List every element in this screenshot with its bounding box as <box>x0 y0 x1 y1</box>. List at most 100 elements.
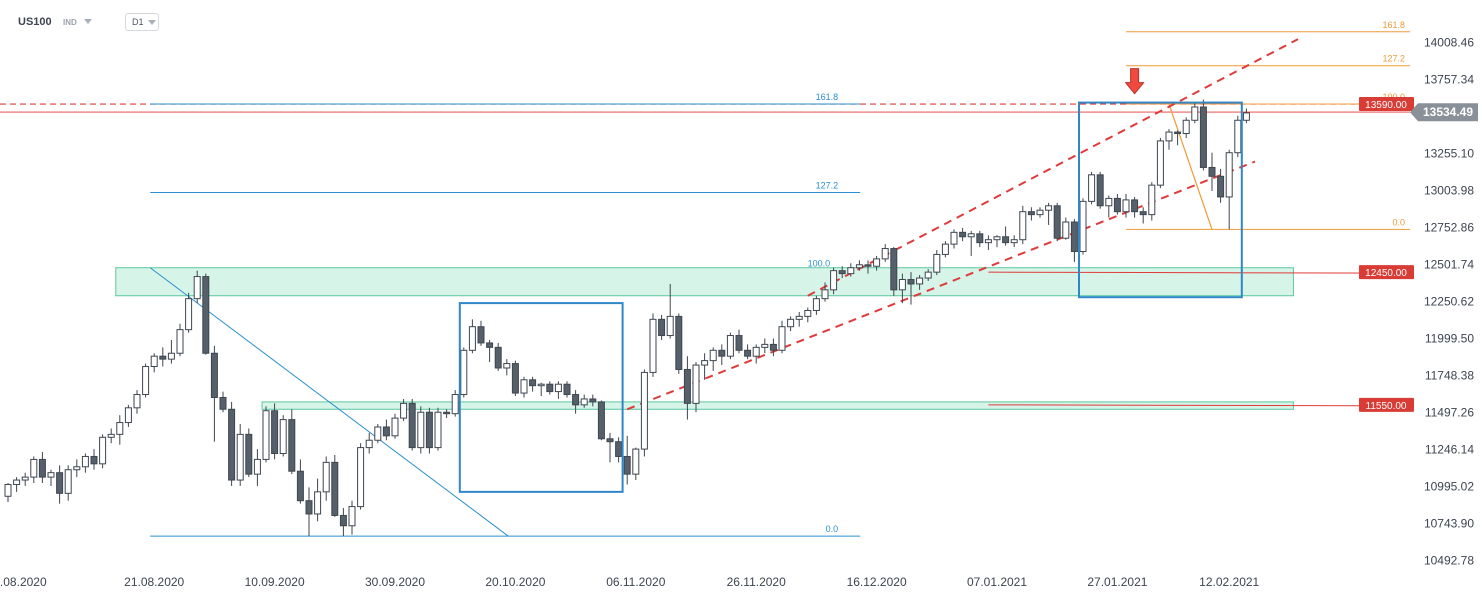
candle <box>1217 168 1225 203</box>
price-tick-label: 14008.46 <box>1424 35 1474 49</box>
candle-body <box>56 472 64 494</box>
candle-body <box>864 264 872 267</box>
candle <box>873 255 881 271</box>
candle-body <box>503 363 511 369</box>
candle-body <box>1096 174 1104 207</box>
candle-body <box>245 433 253 475</box>
price-tick-label: 10743.90 <box>1424 517 1474 531</box>
candle-body <box>735 335 743 351</box>
candle-body <box>769 343 777 351</box>
candle-body <box>761 343 769 348</box>
candle-body <box>898 279 906 291</box>
timeframe-select[interactable]: D1 <box>125 13 159 31</box>
candle-body <box>993 236 1001 241</box>
candle-body <box>795 315 803 320</box>
symbol-dropdown-icon[interactable] <box>84 19 92 24</box>
candle-body <box>623 455 631 475</box>
symbol-label[interactable]: US100 <box>18 16 52 28</box>
candle <box>1139 207 1147 224</box>
candle-body <box>752 346 760 357</box>
candle <box>1053 202 1061 242</box>
candle-body <box>838 270 846 275</box>
candle-body <box>494 346 502 369</box>
candle <box>339 508 347 537</box>
candle-body <box>185 298 193 331</box>
candle-body <box>374 426 382 441</box>
candle <box>1010 235 1018 248</box>
candle-body <box>348 506 356 527</box>
price-axis: 14008.46 13757.34 13255.10 13003.98 12752.86… <box>1424 35 1474 567</box>
candle <box>855 260 863 271</box>
candle-body <box>976 233 984 244</box>
candle <box>1088 171 1096 205</box>
candle <box>374 424 382 444</box>
candle <box>692 362 700 413</box>
candle-body <box>30 458 38 478</box>
candle <box>597 400 605 441</box>
candle <box>176 323 184 357</box>
candle-body <box>692 364 700 404</box>
candle-body <box>709 349 717 362</box>
price-tick-label: 11999.50 <box>1425 332 1474 346</box>
candle <box>1242 108 1250 124</box>
candle <box>812 295 820 315</box>
candle <box>1199 99 1207 171</box>
level-price-label: 12450.00 <box>1359 265 1414 280</box>
candle <box>56 465 64 504</box>
candle-body <box>640 371 648 450</box>
level-line <box>988 404 1411 407</box>
candle-body <box>890 248 898 291</box>
candle <box>1096 171 1104 209</box>
candle-body <box>821 289 829 300</box>
candle-body <box>142 366 150 396</box>
candle-body <box>563 383 571 396</box>
highlight-box-2 <box>1078 101 1243 299</box>
level-price-label-bg <box>1359 97 1414 112</box>
current-price-label: 13534.49 <box>1410 103 1478 122</box>
candle-body <box>787 318 795 328</box>
candle <box>735 329 743 354</box>
candle <box>142 363 150 398</box>
fib-label: 0.0 <box>1392 217 1405 227</box>
candle-body <box>812 298 820 311</box>
candle-body <box>382 426 390 437</box>
candle-body <box>305 500 313 515</box>
candle <box>150 353 158 373</box>
candle <box>116 415 124 445</box>
candle <box>417 406 425 454</box>
candle <box>847 263 855 277</box>
price-tick-label: 10995.02 <box>1424 480 1474 494</box>
candle <box>253 449 261 486</box>
candle <box>529 376 537 392</box>
candle-body <box>322 461 330 493</box>
candle <box>881 244 889 262</box>
date-tick-label: 03.08.2020 <box>0 575 47 589</box>
candle <box>1122 193 1130 218</box>
chevron-down-icon <box>148 20 156 25</box>
timeframe-value: D1 <box>132 17 144 27</box>
level-price-label-bg <box>1359 265 1414 280</box>
candle <box>4 483 12 503</box>
candle-body <box>726 335 734 357</box>
price-tick-label: 13003.98 <box>1424 183 1474 197</box>
candle <box>468 319 476 354</box>
candle-body <box>666 315 674 337</box>
candle <box>838 266 846 279</box>
candle-body <box>1070 221 1078 253</box>
support-zones <box>115 267 1294 410</box>
candle <box>13 477 21 492</box>
candle <box>1062 217 1070 240</box>
candle <box>460 347 468 398</box>
candle <box>898 273 906 304</box>
down-arrow-icon <box>1124 68 1145 95</box>
candle-body <box>271 410 279 455</box>
candle <box>202 273 210 355</box>
candle-body <box>959 231 967 238</box>
candle-body <box>1208 166 1216 177</box>
candle-body <box>744 349 752 357</box>
date-tick-label: 21.08.2020 <box>124 575 184 589</box>
candle-body <box>1002 236 1010 244</box>
candle-body <box>1165 131 1173 142</box>
candle-body <box>99 436 107 465</box>
